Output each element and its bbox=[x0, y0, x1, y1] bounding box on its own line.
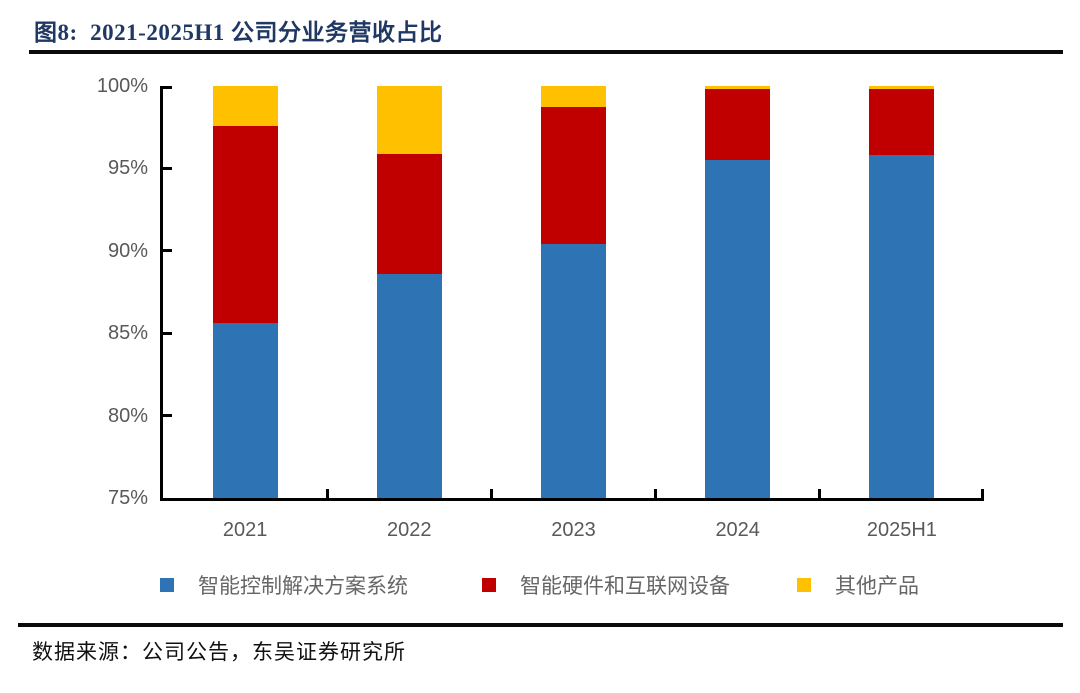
legend-swatch-icon bbox=[160, 578, 174, 592]
x-tick-mark-5 bbox=[981, 489, 984, 498]
y-tick-label-85: 85% bbox=[107, 322, 148, 345]
bar-2025H1-segment-1 bbox=[869, 155, 935, 498]
figure-title: 图8: 2021-2025H1 公司分业务营收占比 bbox=[34, 20, 443, 45]
bar-2021-segment-1 bbox=[212, 323, 278, 498]
x-tick-mark-1 bbox=[325, 489, 329, 498]
bar-2022-segment-2 bbox=[376, 153, 442, 274]
bar-2025H1-segment-3 bbox=[869, 86, 935, 90]
legend-item-2: 智能硬件和互联网设备 bbox=[482, 571, 730, 599]
legend-item-1: 智能控制解决方案系统 bbox=[160, 571, 408, 599]
y-tick-label-75: 75% bbox=[107, 487, 148, 509]
legend-label: 其他产品 bbox=[835, 575, 919, 598]
y-tick-mark-85 bbox=[163, 331, 172, 335]
y-axis-tick-labels: 75% 80% 85% 90% 95% 100% bbox=[52, 76, 148, 508]
x-axis-tick-labels: 2021 2022 2023 2024 2025H1 bbox=[163, 518, 984, 544]
y-tick-mark-90 bbox=[163, 249, 172, 253]
bar-2023-segment-2 bbox=[541, 107, 606, 245]
legend-label: 智能硬件和互联网设备 bbox=[520, 575, 730, 598]
x-tick-label-2024: 2024 bbox=[715, 519, 760, 541]
bar-2025H1-segment-2 bbox=[869, 89, 935, 156]
bar-2024-segment-3 bbox=[705, 86, 771, 90]
x-tick-label-2025H1: 2025H1 bbox=[866, 519, 937, 541]
y-tick-mark-80 bbox=[163, 414, 172, 418]
x-tick-label-2021: 2021 bbox=[222, 519, 268, 541]
legend-item-3: 其他产品 bbox=[797, 571, 919, 599]
bar-2024-segment-1 bbox=[705, 160, 771, 498]
y-tick-label-95: 95% bbox=[107, 157, 148, 180]
legend-label: 智能控制解决方案系统 bbox=[198, 575, 408, 598]
plot-area bbox=[160, 86, 984, 501]
y-tick-label-80: 80% bbox=[107, 404, 148, 427]
bar-2024-segment-2 bbox=[705, 89, 771, 161]
x-tick-mark-4 bbox=[818, 489, 822, 498]
y-tick-mark-100 bbox=[163, 86, 172, 89]
bar-2021-segment-3 bbox=[212, 86, 278, 126]
y-tick-label-90: 90% bbox=[107, 239, 148, 262]
bar-2023-segment-1 bbox=[541, 244, 606, 498]
x-tick-label-2023: 2023 bbox=[551, 519, 596, 541]
x-tick-label-2022: 2022 bbox=[387, 519, 432, 541]
bar-2023-segment-3 bbox=[541, 86, 606, 108]
title-divider-rule bbox=[29, 50, 1063, 54]
x-tick-mark-2 bbox=[489, 489, 493, 498]
legend-swatch-icon bbox=[797, 578, 811, 592]
source-note: 数据来源：公司公告，东吴证券研究所 bbox=[32, 640, 406, 664]
chart-legend: 智能控制解决方案系统 智能硬件和互联网设备 其他产品 bbox=[0, 571, 1080, 599]
x-tick-mark-3 bbox=[654, 489, 658, 498]
y-tick-label-100: 100% bbox=[96, 75, 148, 97]
legend-swatch-icon bbox=[482, 578, 496, 592]
y-tick-mark-95 bbox=[163, 166, 172, 170]
footer-divider-rule bbox=[18, 623, 1063, 627]
bar-2022-segment-3 bbox=[376, 86, 442, 154]
bar-2022-segment-1 bbox=[376, 273, 442, 498]
bar-2021-segment-2 bbox=[212, 125, 278, 324]
